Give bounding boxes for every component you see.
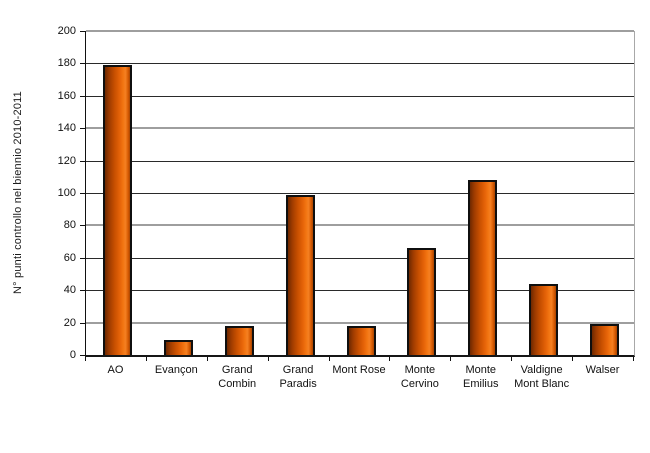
- y-tick-label-160: 160: [57, 89, 76, 102]
- y-tick-mark: [80, 322, 85, 324]
- x-category-label-walser: Walser: [572, 363, 633, 377]
- x-tick-mark: [207, 357, 208, 361]
- x-tick-mark: [329, 357, 330, 361]
- x-category-label-grand-combin: Grand Combin: [207, 363, 268, 391]
- x-category-label-mont-rose: Mont Rose: [329, 363, 390, 377]
- x-tick-mark: [389, 357, 390, 361]
- x-category-label-line: Grand: [221, 364, 253, 376]
- x-category-label-line: Monte: [404, 364, 436, 376]
- x-category-label-line: Paradis: [279, 378, 317, 390]
- x-tick-mark: [85, 357, 86, 361]
- y-axis-title: N° punti controllo nel biennio 2010-2011: [12, 91, 24, 295]
- y-tick-mark: [80, 193, 85, 194]
- y-tick-mark: [80, 31, 85, 32]
- y-tick-label-60: 60: [63, 251, 76, 264]
- y-tick-label-0: 0: [69, 349, 76, 361]
- gridline-60: [86, 257, 634, 259]
- bar-evan-on: [163, 340, 193, 355]
- y-tick-label-200: 200: [57, 25, 76, 37]
- x-category-label-line: Valdigne: [520, 364, 563, 376]
- gridline-80: [86, 224, 634, 227]
- plot-area: [85, 30, 635, 357]
- bar-monte-emilius: [468, 180, 498, 355]
- x-category-label-line: Evançon: [154, 364, 198, 376]
- gridline-200: [86, 30, 634, 32]
- gridline-40: [86, 290, 634, 292]
- y-tick-label-80: 80: [63, 219, 76, 232]
- y-tick-label-40: 40: [63, 284, 76, 297]
- bar-ao: [102, 65, 132, 355]
- x-category-label-line: Monte: [465, 364, 497, 376]
- x-category-label-line: Cervino: [400, 378, 439, 390]
- x-tick-mark: [268, 357, 269, 361]
- x-category-label-monte-cervino: Monte Cervino: [389, 363, 450, 391]
- x-tick-mark: [511, 357, 512, 361]
- gridline-100: [86, 193, 634, 194]
- y-tick-mark: [80, 95, 85, 97]
- y-tick-mark: [80, 160, 85, 162]
- x-category-label-evan-on: Evançon: [146, 363, 207, 377]
- y-tick-label-140: 140: [57, 122, 76, 135]
- x-tick-mark: [450, 357, 451, 361]
- y-tick-mark: [80, 290, 85, 292]
- y-tick-label-120: 120: [57, 154, 76, 167]
- x-category-label-line: AO: [107, 364, 124, 376]
- y-tick-label-100: 100: [57, 187, 76, 199]
- x-tick-mark: [633, 357, 634, 361]
- x-category-label-grand-paradis: Grand Paradis: [268, 363, 329, 391]
- x-category-label-line: Combin: [218, 378, 257, 390]
- x-category-label-line: Emilius: [463, 378, 499, 390]
- x-category-label-line: Grand: [282, 364, 314, 376]
- gridline-180: [86, 63, 634, 65]
- y-tick-mark: [80, 63, 85, 65]
- x-tick-mark: [146, 357, 147, 361]
- gridline-120: [86, 160, 634, 162]
- y-tick-mark: [80, 355, 85, 356]
- bar-valdigne-mont-blanc: [529, 284, 559, 355]
- bar-walser: [590, 324, 620, 355]
- y-tick-mark: [80, 225, 85, 227]
- gridline-140: [86, 127, 634, 130]
- x-category-label-line: Mont Blanc: [514, 378, 570, 390]
- bar-grand-combin: [224, 326, 254, 355]
- gridline-20: [86, 321, 634, 324]
- bar-monte-cervino: [407, 248, 437, 355]
- x-tick-mark: [572, 357, 573, 361]
- x-category-label-monte-emilius: Monte Emilius: [450, 363, 511, 391]
- x-category-label-valdigne-mont-blanc: Valdigne Mont Blanc: [511, 363, 572, 391]
- y-tick-mark: [80, 128, 85, 130]
- gridline-160: [86, 95, 634, 97]
- y-tick-label-180: 180: [57, 57, 76, 70]
- y-tick-label-20: 20: [63, 316, 76, 329]
- bar-grand-paradis: [285, 195, 315, 355]
- x-category-label-line: Walser: [585, 364, 620, 376]
- bar-mont-rose: [346, 326, 376, 355]
- x-category-label-ao: AO: [85, 363, 146, 377]
- y-tick-mark: [80, 257, 85, 259]
- x-category-label-line: Mont Rose: [332, 364, 386, 376]
